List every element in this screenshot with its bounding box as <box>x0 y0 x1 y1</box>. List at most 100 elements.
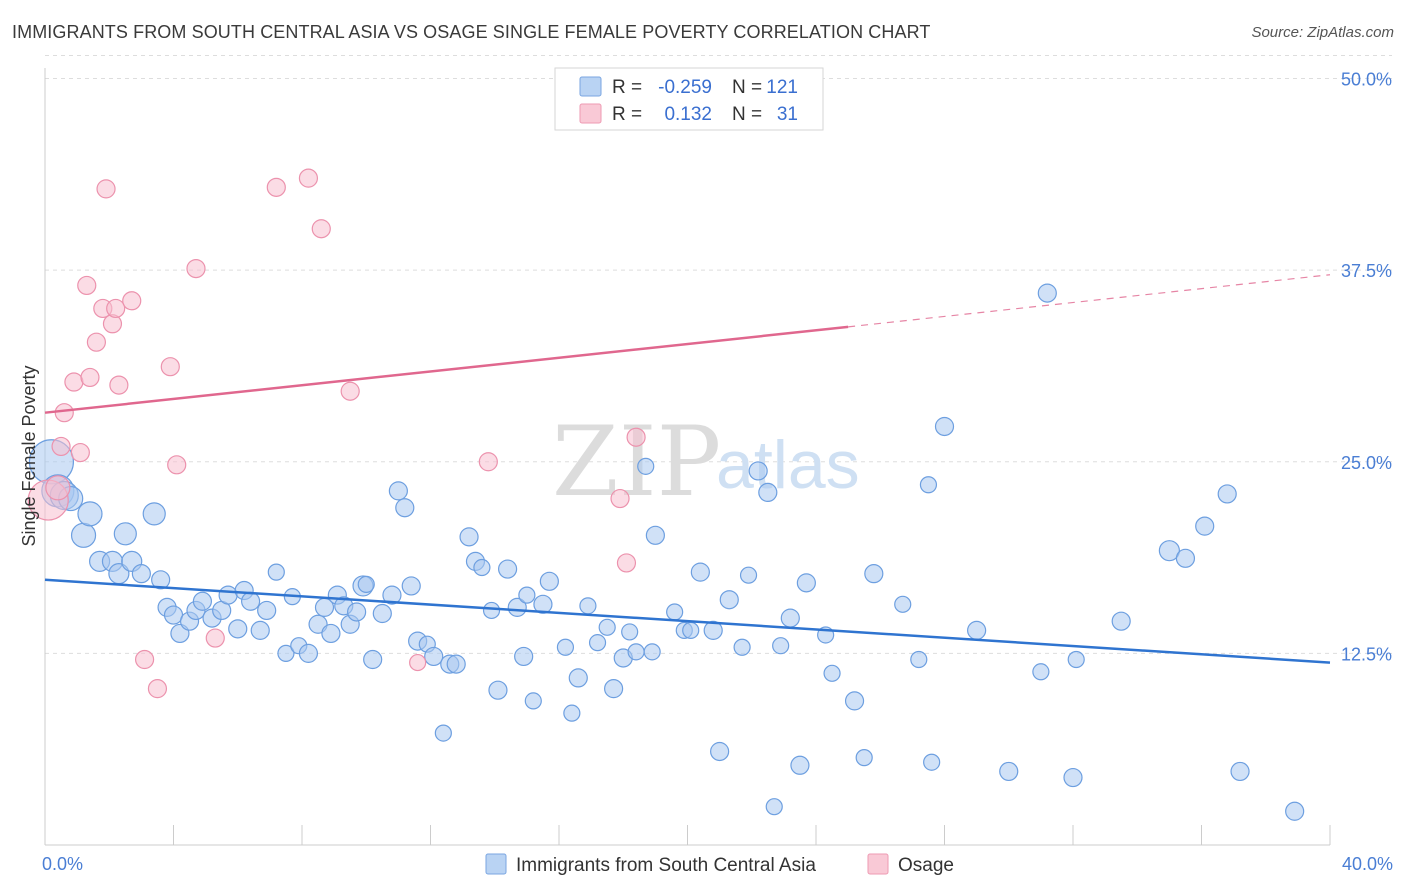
blue-point <box>1111 611 1131 631</box>
pink-trend-line <box>44 325 849 414</box>
pink-point <box>298 168 319 188</box>
blue-point <box>434 724 452 742</box>
blue-point <box>765 798 783 816</box>
legend-swatch-pink <box>579 103 602 124</box>
bottom-legend-label-blue: Immigrants from South Central Asia <box>516 855 816 876</box>
blue-point <box>967 620 987 640</box>
blue-point <box>748 461 768 481</box>
blue-point <box>588 634 607 652</box>
blue-point <box>113 522 137 546</box>
blue-point <box>401 576 421 596</box>
blue-point <box>934 416 955 437</box>
blue-point <box>682 621 700 639</box>
pink-point <box>616 553 637 573</box>
blue-point <box>621 623 639 641</box>
blue-point <box>277 644 295 662</box>
watermark: ZIP atlas <box>552 406 860 518</box>
blue-point <box>498 559 518 579</box>
pink-point <box>311 219 331 239</box>
blue-point <box>142 502 166 526</box>
legend-swatch-blue <box>579 76 602 97</box>
blue-point <box>919 476 938 494</box>
blue-point <box>424 646 444 667</box>
blue-point <box>382 585 402 605</box>
blue-point <box>579 597 597 615</box>
blue-point <box>643 643 661 661</box>
blue-point <box>163 605 184 625</box>
blue-point <box>1032 663 1050 681</box>
blue-point <box>372 603 392 624</box>
blue-point <box>796 573 816 593</box>
blue-point <box>855 749 873 767</box>
trend-layer <box>44 274 1331 664</box>
blue-point <box>70 522 97 548</box>
blue-point <box>241 591 261 611</box>
blue-point <box>1037 283 1057 303</box>
blue-point <box>739 566 758 584</box>
pink-trend-extension <box>848 274 1331 328</box>
blue-point <box>514 646 534 667</box>
blue-point <box>666 603 684 621</box>
pink-point <box>77 275 97 296</box>
blue-point <box>388 481 408 501</box>
blue-point <box>627 643 645 661</box>
blue-point <box>151 570 171 590</box>
legend-n-value-blue: 121 <box>766 77 798 98</box>
blue-point <box>790 755 810 775</box>
pink-point <box>45 475 71 501</box>
blue-point <box>473 558 491 577</box>
blue-point <box>298 643 319 663</box>
blue-point <box>1175 548 1196 568</box>
points-layer <box>27 168 1305 821</box>
blue-point <box>446 654 466 674</box>
pink-point <box>160 357 180 377</box>
y-tick-label: 37.5% <box>1341 261 1392 281</box>
x-tick-label: 0.0% <box>42 854 83 874</box>
blue-point <box>1285 801 1305 821</box>
pink-point <box>106 298 126 319</box>
blue-point <box>131 564 151 584</box>
y-tick-label: 50.0% <box>1341 70 1392 90</box>
blue-point <box>568 668 588 688</box>
blue-point <box>637 457 655 475</box>
pink-point <box>626 427 646 447</box>
blue-point <box>1067 650 1085 669</box>
blue-point <box>1195 516 1215 536</box>
blue-point <box>347 602 367 622</box>
pink-point <box>340 381 360 401</box>
blue-point <box>218 585 238 605</box>
blue-point <box>598 618 616 636</box>
pink-point <box>147 679 168 699</box>
pink-point <box>96 179 116 199</box>
blue-point <box>780 608 800 628</box>
pink-point <box>70 442 90 463</box>
legend-r-label-blue: R = <box>612 77 642 98</box>
blue-point <box>733 638 751 656</box>
legend-r-value-blue: -0.259 <box>658 77 712 98</box>
blue-point <box>533 594 553 614</box>
blue-point <box>482 601 501 620</box>
blue-point <box>645 525 665 545</box>
blue-point <box>844 691 865 711</box>
pink-point <box>610 488 630 509</box>
legend-n-value-pink: 31 <box>777 104 798 125</box>
blue-point <box>910 650 928 669</box>
blue-point <box>719 590 739 610</box>
pink-point <box>86 332 107 352</box>
pink-point <box>167 455 187 475</box>
y-tick-label: 12.5% <box>1341 644 1392 664</box>
blue-point <box>556 638 575 656</box>
pink-point <box>409 653 427 672</box>
correlation-legend: R = -0.259 N = 121 R = 0.132 N = 31 <box>554 67 824 131</box>
blue-point <box>192 591 213 611</box>
y-tick-label: 25.0% <box>1341 453 1392 473</box>
bottom-legend-swatch-pink <box>867 853 889 875</box>
pink-point <box>134 649 155 670</box>
blue-point <box>1230 761 1250 782</box>
pink-point <box>64 372 84 392</box>
blue-point <box>228 619 248 639</box>
blue-point <box>488 680 508 700</box>
legend-r-value-pink: 0.132 <box>664 104 712 125</box>
bottom-legend-swatch-blue <box>485 853 507 875</box>
chart-title: IMMIGRANTS FROM SOUTH CENTRAL ASIA VS OS… <box>12 22 931 42</box>
